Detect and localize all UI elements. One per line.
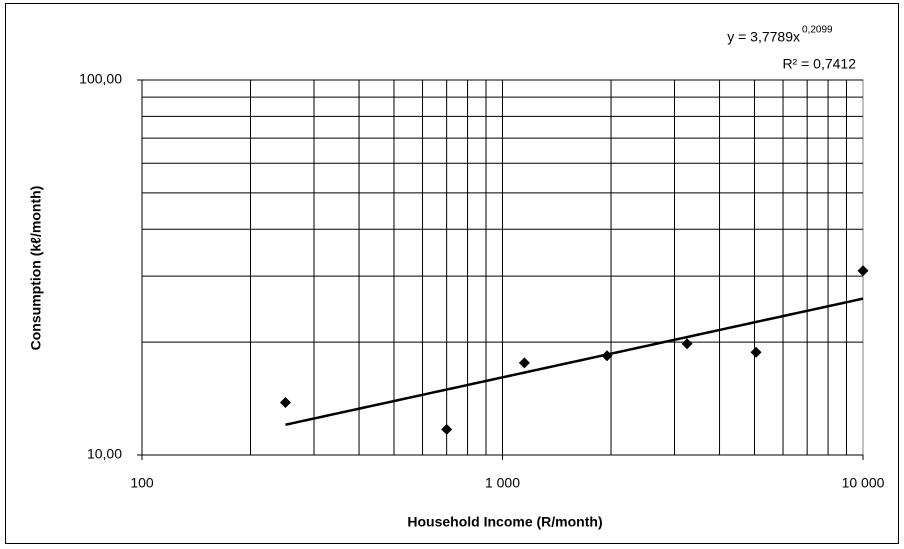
r-squared: R² = 0,7412: [782, 56, 856, 72]
data-point: [518, 357, 530, 369]
data-point: [750, 346, 762, 358]
trendline-equation: y = 3,7789x: [727, 29, 800, 45]
trendline: [285, 297, 864, 426]
data-point: [279, 397, 291, 409]
x-tick-label: 10 000: [842, 475, 885, 491]
data-point: [857, 265, 869, 277]
y-tick-label: 10,00: [87, 446, 122, 462]
data-point: [681, 338, 693, 350]
data-point: [441, 423, 453, 435]
trendline-exponent: 0,2099: [802, 25, 833, 36]
x-axis-label: Household Income (R/month): [407, 514, 602, 530]
x-tick-label: 100: [130, 475, 154, 491]
y-axis-label: Consumption (kℓ/month): [28, 186, 44, 351]
y-tick-label: 100,00: [79, 71, 122, 87]
x-tick-label: 1 000: [485, 475, 520, 491]
data-point: [601, 350, 613, 362]
